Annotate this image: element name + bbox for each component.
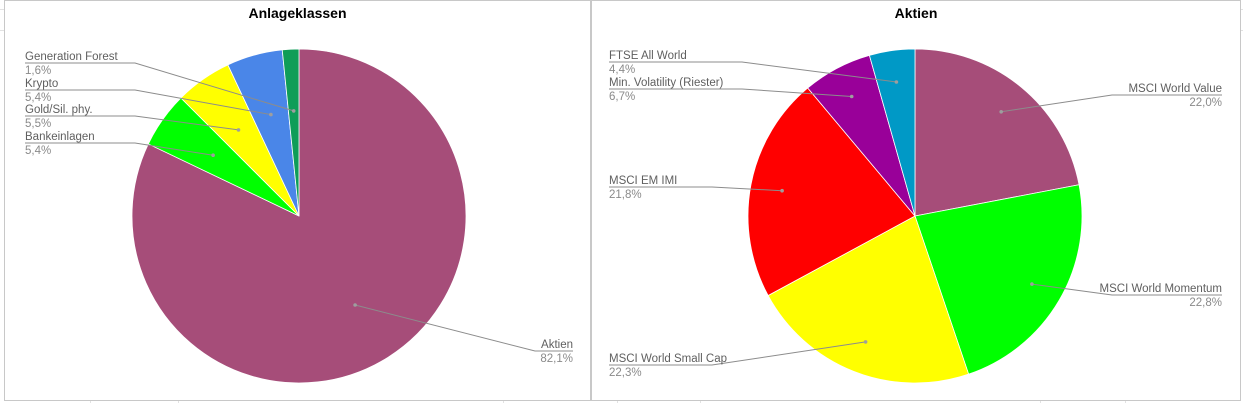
- slice-percentage: 6,7%: [609, 91, 635, 103]
- slice-label: Krypto: [25, 78, 58, 90]
- leader-line: [1031, 283, 1222, 296]
- leader-line: [25, 62, 294, 112]
- slice-label: Min. Volatility (Riester): [609, 77, 724, 89]
- leader-dot: [863, 340, 868, 344]
- slice-percentage: 22,0%: [1189, 97, 1222, 109]
- leader-dot: [849, 94, 854, 99]
- leader-dot: [236, 128, 241, 132]
- chart-anlageklassen[interactable]: Anlageklassen Aktien 82,1% Bankeinlagen 5,4…: [4, 0, 591, 401]
- chart-aktien[interactable]: Aktien MSCI World Value 22,0% MSCI World M…: [591, 0, 1241, 401]
- leader-line: [609, 88, 852, 97]
- slice-percentage: 22,8%: [1189, 297, 1222, 309]
- leader-dot: [211, 153, 215, 157]
- pie-slice-msci-em-imi[interactable]: [747, 87, 916, 297]
- slice-percentage: 1,6%: [25, 65, 51, 77]
- leader-dot: [269, 112, 273, 117]
- slice-percentage: 5,4%: [25, 145, 51, 157]
- leader-dot: [780, 188, 784, 193]
- leader-dot: [1030, 282, 1034, 286]
- slice-percentage: 22,3%: [609, 367, 642, 379]
- pie-slice-generation-forest[interactable]: [281, 48, 300, 217]
- slice-percentage: 21,8%: [609, 189, 642, 201]
- leader-line: [609, 61, 897, 83]
- slice-label: FTSE All World: [609, 50, 687, 62]
- slice-label: Gold/Sil. phy.: [25, 104, 93, 116]
- slice-label: MSCI World Value: [1128, 83, 1222, 95]
- slice-label: MSCI EM IMI: [609, 175, 677, 187]
- slice-percentage: 82,1%: [540, 353, 573, 365]
- pie-slice-ftse-all-world[interactable]: [868, 48, 916, 217]
- chart-title: Anlageklassen: [248, 5, 347, 21]
- leader-dot: [999, 110, 1003, 114]
- slice-percentage: 5,5%: [25, 118, 51, 130]
- pie-slice-msci-world-value[interactable]: [914, 48, 1080, 217]
- slice-label: MSCI World Small Cap: [609, 353, 727, 365]
- leader-dot: [894, 80, 899, 84]
- leader-line: [25, 89, 271, 116]
- pie-slice-msci-world-momentum[interactable]: [914, 184, 1083, 375]
- chart-title: Aktien: [894, 5, 938, 21]
- leader-dot: [353, 303, 357, 307]
- leader-line: [25, 142, 214, 156]
- leader-line: [609, 341, 866, 366]
- slice-label: Generation Forest: [25, 51, 118, 63]
- pie-chart-aktien: MSCI World Value 22,0% MSCI World Momentum…: [609, 48, 1222, 384]
- slice-label: Bankeinlagen: [25, 131, 95, 143]
- leader-line: [25, 115, 239, 131]
- slice-label: MSCI World Momentum: [1100, 283, 1222, 295]
- leader-line: [1001, 94, 1222, 113]
- slice-label: Aktien: [541, 339, 573, 351]
- leader-line: [609, 186, 783, 192]
- pie-slice-msci-world-small-cap[interactable]: [767, 215, 970, 384]
- slice-percentage: 4,4%: [609, 64, 635, 76]
- slice-percentage: 5,4%: [25, 92, 51, 104]
- leader-line: [354, 304, 573, 352]
- leader-dot: [291, 109, 296, 113]
- pie-slice-aktien[interactable]: [131, 48, 467, 384]
